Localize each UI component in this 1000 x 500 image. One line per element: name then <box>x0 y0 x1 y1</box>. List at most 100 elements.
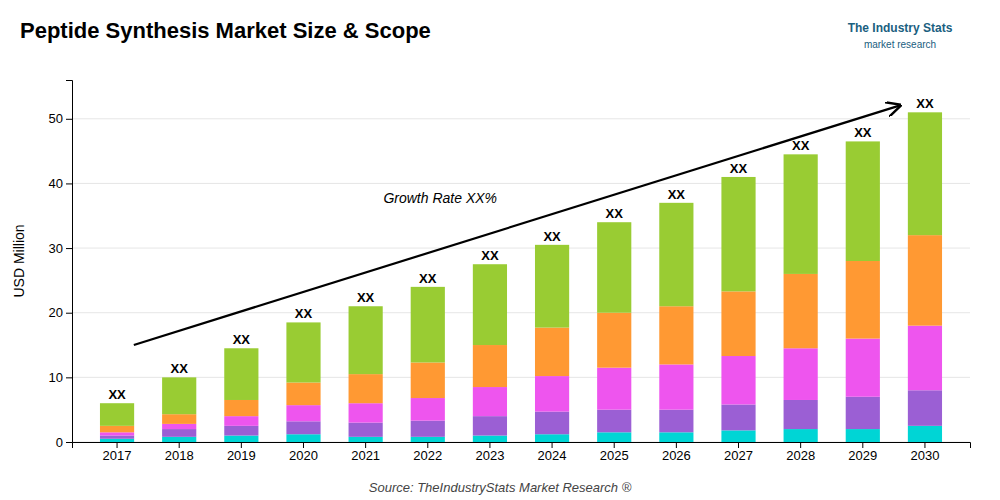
bars <box>100 112 942 442</box>
bar-segment <box>597 313 631 368</box>
bar-segment <box>846 141 880 261</box>
x-tick: 2019 <box>227 442 256 463</box>
x-tick: 2027 <box>724 442 753 463</box>
bar-label: XX <box>606 206 624 221</box>
x-tick-mark <box>676 442 677 448</box>
bar-label: XX <box>916 96 934 111</box>
x-tick-mark <box>862 442 863 448</box>
x-tick: 2020 <box>289 442 318 463</box>
x-tick: 2018 <box>165 442 194 463</box>
y-tick-mark <box>66 248 72 249</box>
bar-label: XX <box>668 187 686 202</box>
x-axis: 2017 2018 2019 2020 2021 2022 2023 2024 2025 2026… <box>73 442 971 463</box>
bar-segment <box>473 416 507 435</box>
bar-segment <box>846 429 880 442</box>
bar-segment <box>659 410 693 433</box>
y-tick-mark <box>66 119 72 120</box>
y-tick-label: 40 <box>49 176 63 191</box>
x-tick-label: 2023 <box>475 448 504 463</box>
bar-segment <box>908 426 942 442</box>
x-tick: 2022 <box>413 442 442 463</box>
source: Source: TheIndustryStats Market Research… <box>369 480 632 495</box>
x-tick-mark <box>552 442 553 448</box>
x-tick: 2030 <box>910 442 939 463</box>
x-tick-label: 2021 <box>351 448 380 463</box>
bar-label: XX <box>792 138 810 153</box>
grid <box>72 119 970 442</box>
x-tick: 2017 <box>103 442 132 463</box>
bar-segment <box>349 374 383 403</box>
bar-segment <box>224 348 258 400</box>
bar-label: XX <box>233 332 251 347</box>
x-tick-mark <box>427 442 428 448</box>
bar-segment <box>846 397 880 429</box>
x-tick-mark <box>241 442 242 448</box>
bar-segment <box>784 400 818 429</box>
bar-segment <box>473 436 507 442</box>
bar-segment <box>473 264 507 345</box>
bar-segment <box>721 430 755 442</box>
growth-arrow <box>134 105 900 345</box>
logo-subtitle: market research <box>864 39 936 50</box>
bar-segment <box>411 362 445 398</box>
logo-title: The Industry Stats <box>848 21 953 35</box>
bar-segment <box>162 437 196 442</box>
x-tick: 2028 <box>786 442 815 463</box>
bar-segment <box>721 177 755 291</box>
bar-segment <box>411 421 445 437</box>
bar-segment <box>908 112 942 235</box>
x-tick: 2021 <box>351 442 380 463</box>
bar-segment <box>411 398 445 421</box>
bar-segment <box>100 403 134 426</box>
x-tick: 2029 <box>848 442 877 463</box>
bar-segment <box>784 274 818 348</box>
bar-segment <box>784 429 818 442</box>
x-tick-label: 2030 <box>910 448 939 463</box>
bar-label: XX <box>854 125 872 140</box>
x-tick-label: 2024 <box>538 448 567 463</box>
bar-segment <box>349 423 383 437</box>
bar-segment <box>473 387 507 416</box>
y-tick: 50 <box>49 111 72 126</box>
bar-segment <box>535 245 569 328</box>
y-tick: 0 <box>56 435 72 450</box>
x-tick: 2025 <box>600 442 629 463</box>
bar-segment <box>162 424 196 429</box>
title: Peptide Synthesis Market Size & Scope <box>20 18 431 43</box>
y-axis-title: USD Million <box>11 224 27 297</box>
bar-segment <box>286 383 320 406</box>
bar-segment <box>535 328 569 376</box>
x-tick-mark <box>738 442 739 448</box>
bar-segment <box>411 437 445 442</box>
growth-label: Growth Rate XX% <box>383 190 497 206</box>
series <box>100 112 942 426</box>
bar-segment <box>349 306 383 374</box>
y-tick-mark <box>66 377 72 378</box>
bar-segment <box>659 306 693 364</box>
x-tick-mark <box>800 442 801 448</box>
bar-segment <box>659 432 693 442</box>
bar-segment <box>224 436 258 442</box>
bar-segment <box>721 405 755 431</box>
x-tick-mark <box>489 442 490 448</box>
x-tick: 2024 <box>538 442 567 463</box>
x-tick-label: 2018 <box>165 448 194 463</box>
x-tick: 2026 <box>662 442 691 463</box>
bar-segment <box>721 291 755 356</box>
bar-segment <box>535 412 569 435</box>
y-tick-label: 30 <box>49 241 63 256</box>
x-tick-label: 2026 <box>662 448 691 463</box>
y-axis-line <box>66 81 73 443</box>
bar-segment <box>100 432 134 435</box>
bar-segment <box>597 368 631 410</box>
x-tick-label: 2017 <box>103 448 132 463</box>
bar-segment <box>473 345 507 387</box>
bar-segment <box>162 429 196 437</box>
bar-segment <box>659 364 693 409</box>
bar-segment <box>535 376 569 412</box>
x-tick-mark <box>117 442 118 448</box>
x-tick-mark <box>303 442 304 448</box>
bar-segment <box>286 421 320 434</box>
x-tick-label: 2025 <box>600 448 629 463</box>
bar-label: XX <box>171 361 189 376</box>
